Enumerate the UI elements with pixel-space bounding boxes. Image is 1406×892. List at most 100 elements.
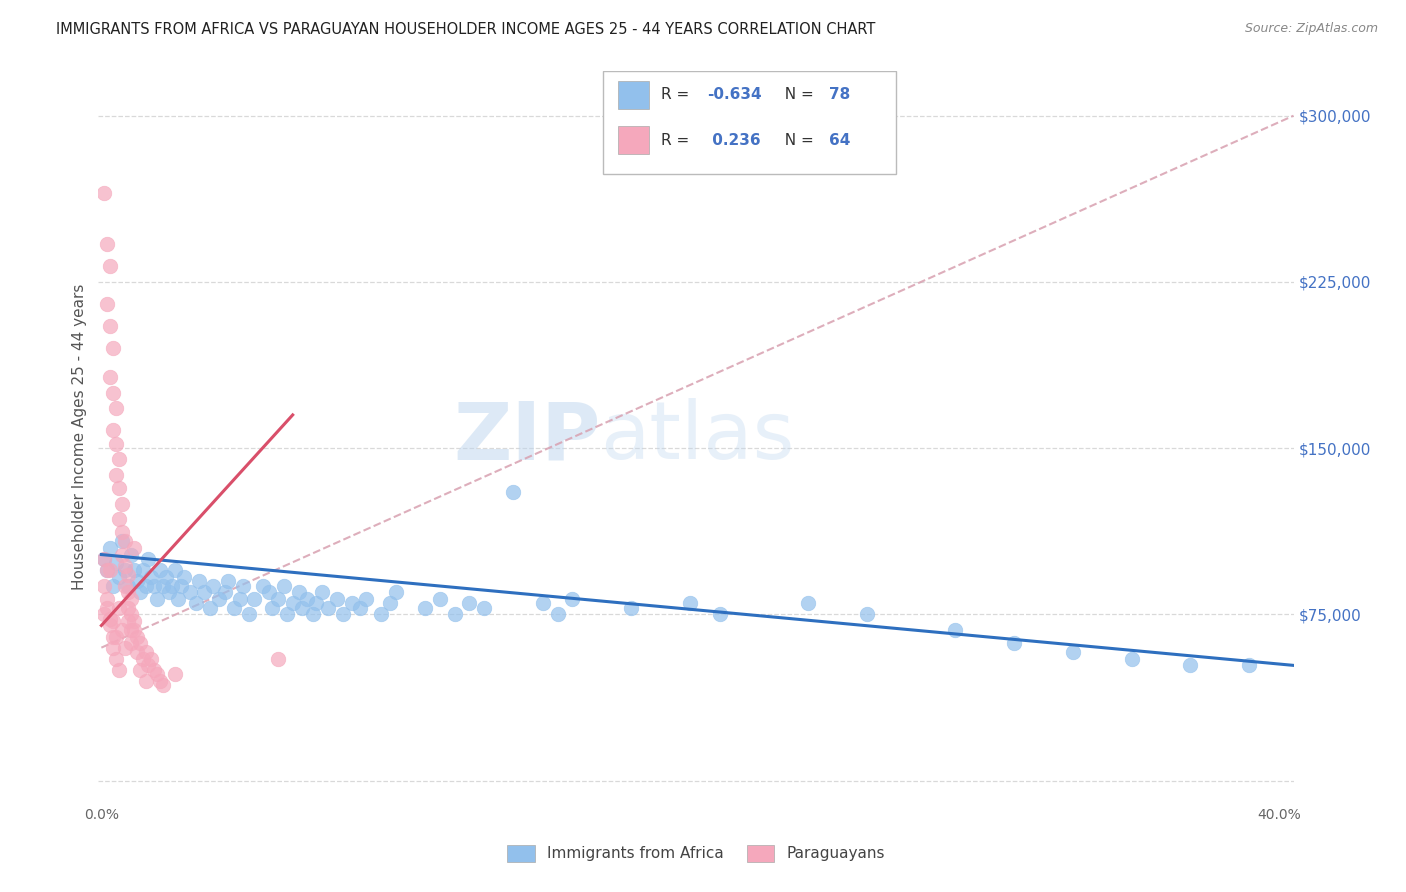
Point	[232, 578, 254, 592]
Point	[120, 548, 142, 562]
Point	[108, 663, 131, 677]
Point	[1002, 636, 1025, 650]
Point	[105, 436, 128, 450]
Point	[134, 673, 156, 688]
Point	[105, 401, 128, 416]
Point	[114, 578, 136, 592]
Point	[98, 370, 121, 384]
Point	[547, 607, 569, 622]
Point	[200, 600, 222, 615]
Text: N =: N =	[775, 87, 818, 103]
Point	[96, 563, 118, 577]
Point	[370, 607, 392, 622]
Point	[114, 640, 136, 655]
Point	[101, 578, 124, 592]
Text: 64: 64	[828, 133, 851, 147]
Point	[101, 640, 124, 655]
Point	[163, 563, 186, 577]
Point	[155, 570, 177, 584]
Point	[1062, 645, 1084, 659]
Point	[114, 534, 136, 549]
Point	[167, 591, 190, 606]
Point	[98, 260, 121, 274]
Point	[179, 585, 201, 599]
Text: IMMIGRANTS FROM AFRICA VS PARAGUAYAN HOUSEHOLDER INCOME AGES 25 - 44 YEARS CORRE: IMMIGRANTS FROM AFRICA VS PARAGUAYAN HOU…	[56, 22, 876, 37]
Point	[105, 630, 128, 644]
Point	[356, 591, 378, 606]
Point	[222, 600, 245, 615]
Point	[326, 591, 349, 606]
Point	[120, 591, 142, 606]
Point	[305, 596, 328, 610]
Point	[252, 578, 274, 592]
Point	[228, 591, 250, 606]
Point	[120, 607, 142, 622]
Point	[108, 570, 131, 584]
Point	[117, 585, 139, 599]
Point	[316, 600, 339, 615]
Point	[122, 623, 145, 637]
Point	[472, 600, 495, 615]
Point	[93, 578, 115, 592]
Point	[98, 618, 121, 632]
Point	[302, 607, 325, 622]
Point	[709, 607, 731, 622]
Point	[1121, 651, 1143, 665]
Text: atlas: atlas	[600, 398, 794, 476]
Point	[117, 578, 139, 592]
Point	[193, 585, 215, 599]
Text: Source: ZipAtlas.com: Source: ZipAtlas.com	[1244, 22, 1378, 36]
Point	[93, 552, 115, 566]
Point	[122, 563, 145, 577]
Point	[131, 651, 153, 665]
Point	[108, 481, 131, 495]
Point	[93, 607, 115, 622]
Point	[114, 558, 136, 573]
Point	[273, 578, 295, 592]
Point	[117, 567, 139, 582]
Point	[96, 237, 118, 252]
Text: -0.634: -0.634	[707, 87, 762, 103]
Point	[287, 585, 309, 599]
Point	[214, 585, 236, 599]
Point	[125, 630, 148, 644]
Point	[152, 578, 174, 592]
Point	[384, 585, 406, 599]
Text: 0.236: 0.236	[707, 133, 761, 147]
Point	[149, 563, 172, 577]
FancyBboxPatch shape	[603, 71, 896, 174]
Point	[208, 591, 231, 606]
Point	[98, 541, 121, 555]
Point	[443, 607, 465, 622]
Y-axis label: Householder Income Ages 25 - 44 years: Householder Income Ages 25 - 44 years	[72, 284, 87, 591]
Point	[257, 585, 280, 599]
Point	[311, 585, 333, 599]
Point	[117, 614, 139, 628]
Point	[561, 591, 583, 606]
Point	[146, 667, 169, 681]
Point	[243, 591, 266, 606]
Bar	[619, 126, 650, 154]
Point	[163, 667, 186, 681]
Legend: Immigrants from Africa, Paraguayans: Immigrants from Africa, Paraguayans	[501, 838, 891, 868]
Point	[93, 552, 115, 566]
Point	[340, 596, 363, 610]
Point	[160, 578, 183, 592]
Point	[122, 614, 145, 628]
Point	[429, 591, 451, 606]
Point	[120, 636, 142, 650]
Point	[125, 645, 148, 659]
Point	[101, 342, 124, 356]
Point	[943, 623, 966, 637]
Point	[117, 600, 139, 615]
Point	[349, 600, 371, 615]
Point	[797, 596, 820, 610]
Point	[152, 678, 174, 692]
Point	[138, 552, 160, 566]
Point	[170, 578, 193, 592]
Point	[217, 574, 239, 589]
Point	[96, 600, 118, 615]
Text: R =: R =	[661, 87, 695, 103]
Point	[122, 541, 145, 555]
Point	[1180, 658, 1202, 673]
